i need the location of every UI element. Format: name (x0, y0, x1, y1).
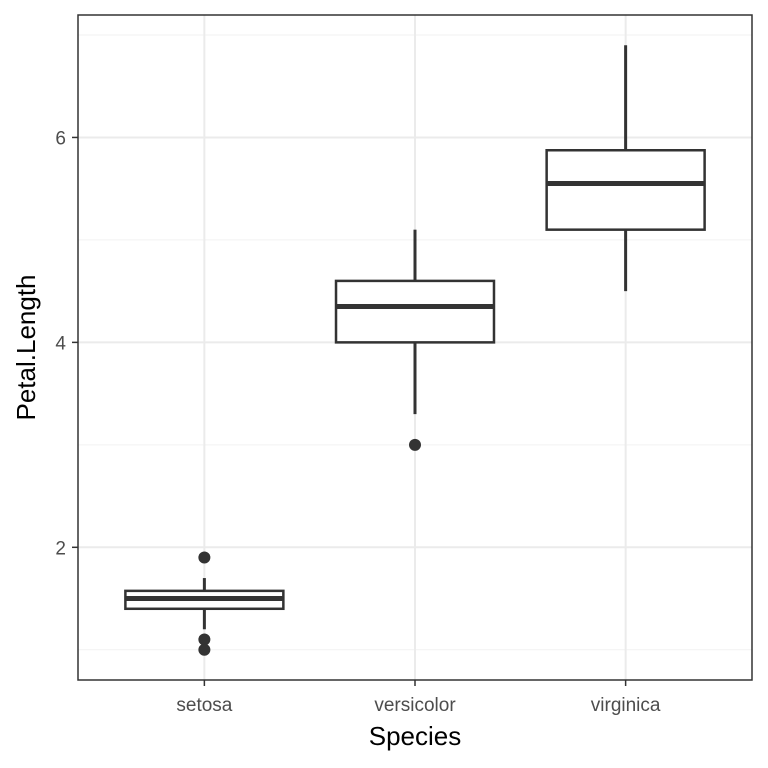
box-versicolor (334, 229, 496, 451)
y-axis-title: Petal.Length (11, 274, 41, 420)
box-virginica (545, 45, 706, 292)
iqr-box (545, 149, 706, 231)
y-tick-label: 6 (55, 128, 66, 149)
x-tick-label: virginica (591, 695, 661, 716)
box-setosa (124, 551, 285, 656)
outlier-point (198, 643, 211, 656)
y-tick-label: 4 (55, 333, 66, 354)
x-tick-label: versicolor (374, 695, 456, 716)
iqr-box (334, 279, 496, 344)
outlier-point (198, 551, 211, 564)
axis-ticks: 2 4 6 setosa versicolor virginica (55, 128, 660, 716)
x-tick-label: setosa (176, 695, 232, 716)
box-layer (124, 45, 706, 656)
y-tick-label: 2 (55, 538, 66, 559)
outlier-point (409, 438, 421, 451)
x-axis-title: Species (369, 721, 462, 751)
outlier-point (198, 633, 211, 646)
